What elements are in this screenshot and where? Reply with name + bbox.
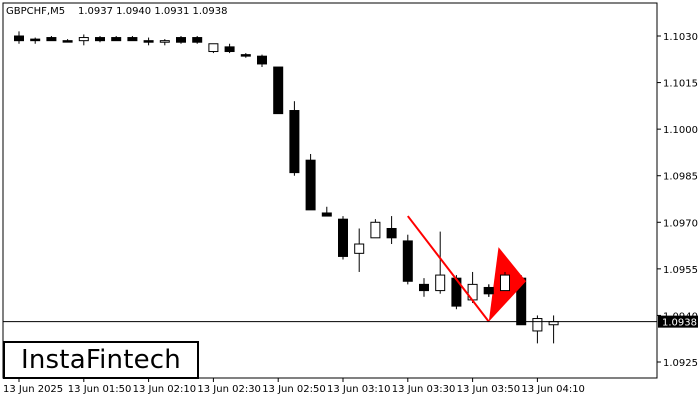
candle-body-bear <box>14 35 24 42</box>
candle <box>14 31 24 44</box>
x-tick-label: 13 Jun 02:50 <box>262 384 326 395</box>
candle-body-bull <box>370 221 381 239</box>
candle <box>338 216 348 260</box>
candle-body-bear <box>176 37 186 43</box>
x-tick-label: 13 Jun 01:50 <box>68 384 132 395</box>
candle-body-bear <box>224 46 235 53</box>
y-tick-label: 1.0985 <box>663 172 698 183</box>
price-tag: 1.0938 <box>658 315 698 329</box>
chart-header: GBPCHF,M5 1.0937 1.0940 1.0931 1.0938 <box>6 6 228 17</box>
pattern-pole-line <box>407 215 490 323</box>
candle-body-bull <box>354 243 365 254</box>
symbol-label: GBPCHF,M5 <box>6 6 65 17</box>
y-tick-label: 1.1030 <box>663 32 698 43</box>
logo-text: InstaFintech <box>21 345 181 375</box>
candle-body-bull <box>532 318 543 332</box>
x-tick-label: 13 Jun 03:50 <box>457 384 521 395</box>
candle-body-bull <box>208 43 219 53</box>
ohlc-readout: 1.0937 1.0940 1.0931 1.0938 <box>78 6 228 17</box>
candle <box>143 37 154 46</box>
y-tick-label: 1.0955 <box>663 265 698 276</box>
candle-body-bull <box>435 274 446 292</box>
price-tag-label: 1.0938 <box>662 318 697 329</box>
candle <box>289 101 300 176</box>
candle-body-bear <box>305 159 316 211</box>
candle <box>402 234 413 285</box>
candle-body-bear <box>192 37 203 43</box>
x-tick-label: 13 Jun 03:10 <box>327 384 391 395</box>
candle <box>159 39 170 46</box>
x-tick-label: 13 Jun 03:30 <box>392 384 456 395</box>
y-tick-label: 1.1015 <box>663 79 698 90</box>
candle-body-bear <box>111 37 122 42</box>
candle-body-bear <box>386 227 397 239</box>
candle <box>30 37 41 44</box>
candle <box>321 206 332 217</box>
candle <box>240 53 251 58</box>
candle-body-bear <box>483 286 494 295</box>
candle <box>273 66 284 115</box>
candle <box>78 34 89 46</box>
candle-body-bear <box>62 40 73 43</box>
x-tick-label: 13 Jun 02:10 <box>133 384 197 395</box>
candle-body-bear <box>143 40 154 43</box>
x-tick-label: 13 Jun 04:10 <box>521 384 585 395</box>
candle <box>370 219 381 239</box>
candle <box>127 36 138 42</box>
candle <box>176 36 186 44</box>
candle-body-bear <box>240 54 251 57</box>
y-tick-label: 1.0925 <box>663 358 698 369</box>
candle-body-bear <box>289 110 300 174</box>
candle <box>435 231 446 294</box>
x-tick-label: 13 Jun 02:30 <box>197 384 261 395</box>
candle-body-bear <box>95 37 105 42</box>
candle-body-bear <box>127 37 138 42</box>
candle-body-bull <box>78 37 89 42</box>
candles-layer <box>14 31 559 344</box>
candle-body-bull <box>500 274 510 292</box>
candle <box>224 43 235 54</box>
candle <box>257 54 267 68</box>
candle <box>208 43 219 54</box>
pattern-layer <box>407 215 527 323</box>
candle-body-bear <box>419 283 429 292</box>
y-tick-label: 1.1000 <box>663 125 698 136</box>
price-tag-background <box>658 315 698 328</box>
candle <box>62 39 73 43</box>
candle-body-bear <box>46 37 57 42</box>
x-tick-label: 13 Jun 2025 <box>3 384 63 395</box>
candle <box>192 36 203 44</box>
candle-body-bear <box>402 240 413 282</box>
candle-body-bull <box>159 40 170 43</box>
candle <box>46 36 57 42</box>
candle <box>354 228 365 272</box>
candle-body-bear <box>30 38 41 42</box>
candle <box>419 278 429 297</box>
plot-frame <box>2 2 658 379</box>
candle <box>95 36 105 43</box>
instafintech-logo: InstaFintech <box>3 341 199 379</box>
candle <box>532 315 543 344</box>
candle-body-bear <box>273 66 284 115</box>
candle-body-bear <box>321 212 332 217</box>
candle-body-bear <box>338 218 348 257</box>
y-tick-label: 1.0970 <box>663 218 698 229</box>
candle <box>386 216 397 245</box>
candle <box>111 36 122 42</box>
x-axis: 13 Jun 2025 13 Jun 01:50 13 Jun 02:10 13 Ju… <box>3 378 585 395</box>
candle <box>305 153 316 211</box>
candle-body-bear <box>257 55 267 65</box>
